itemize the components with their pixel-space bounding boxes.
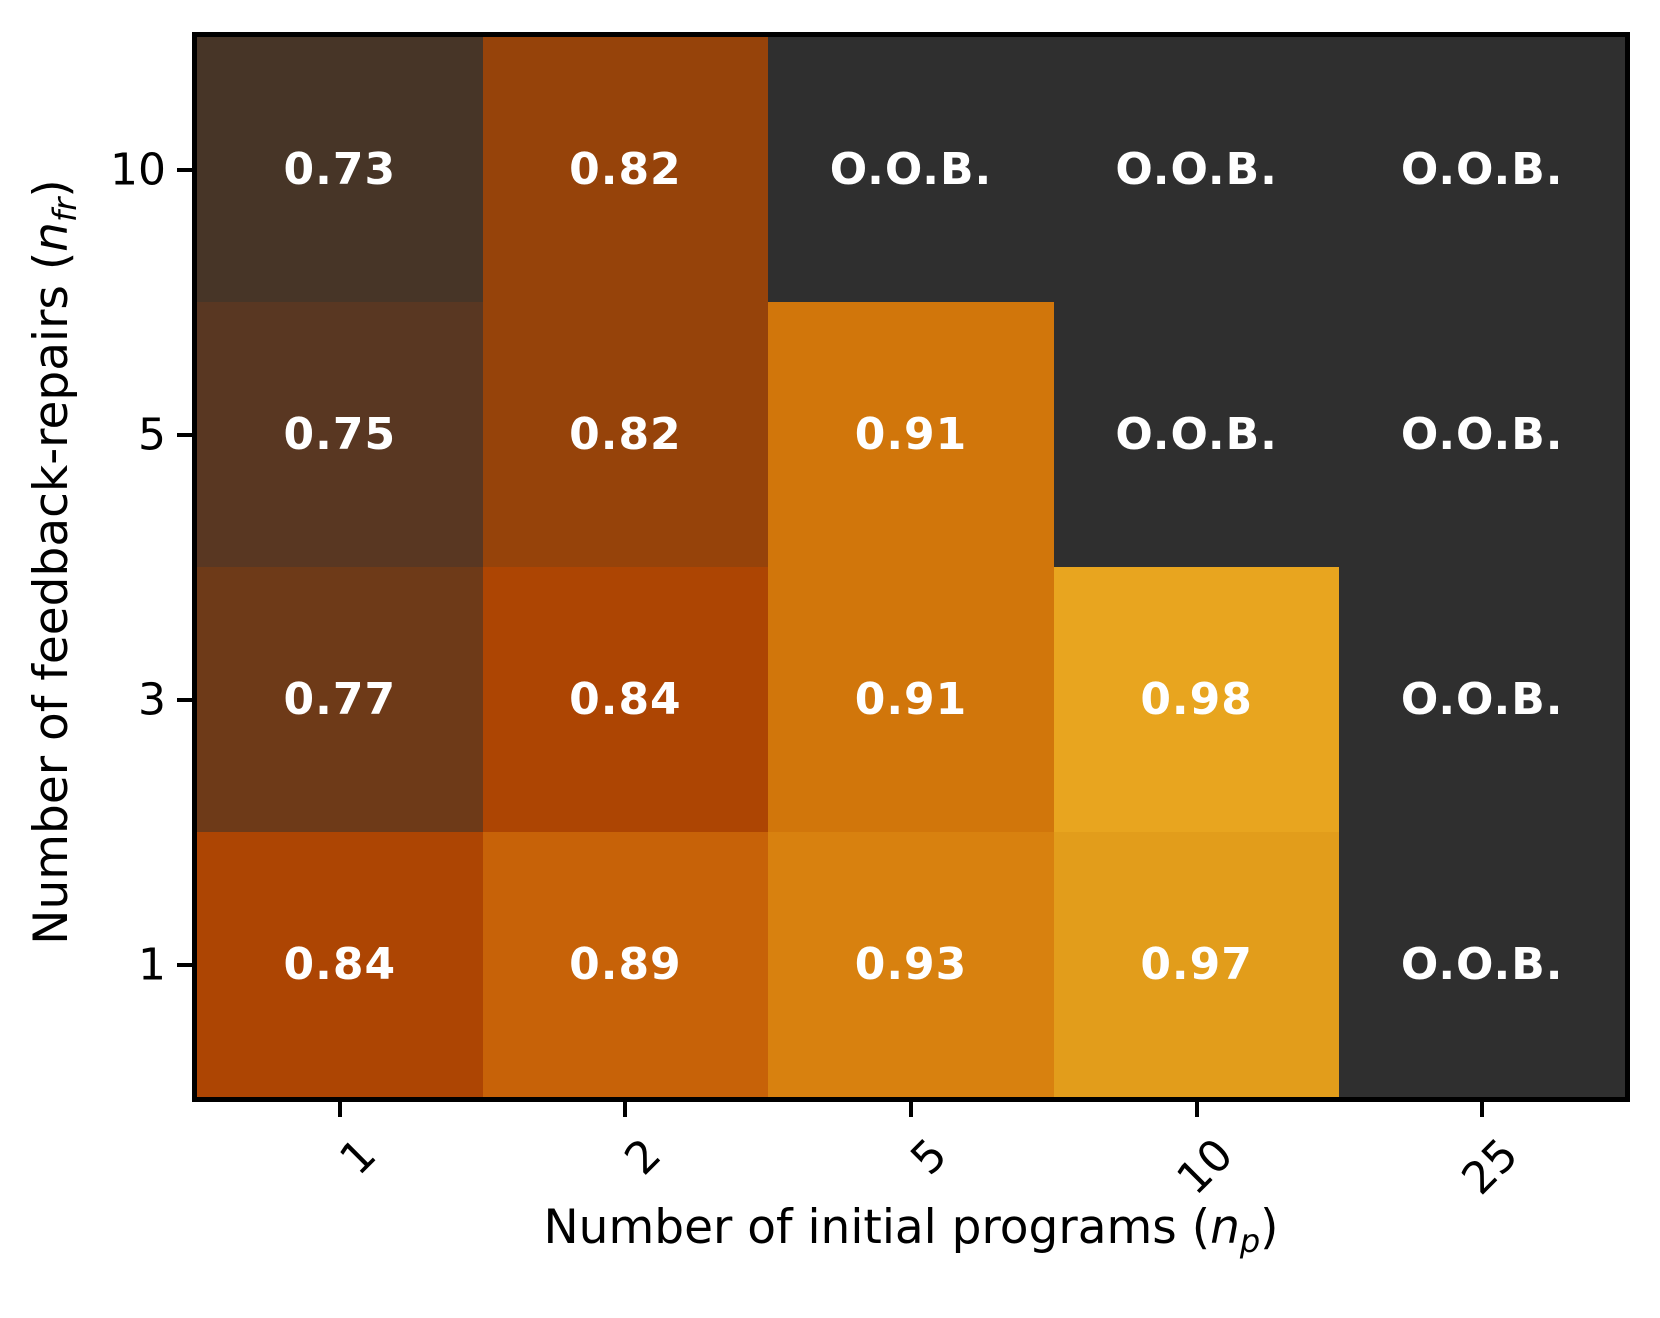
x-axis-title-close: ): [1260, 1200, 1279, 1255]
x-axis-title-text: Number of initial programs (: [543, 1200, 1211, 1255]
y-tick-label: 10: [110, 144, 166, 195]
x-axis: 1 2 5 10 25: [197, 1102, 1625, 1312]
heatmap-cell-value: 0.77: [283, 674, 397, 725]
heatmap-cell: 0.91: [768, 302, 1054, 567]
heatmap-cell-value: O.O.B.: [1400, 144, 1564, 195]
x-tick-label: 1: [329, 1129, 386, 1185]
heatmap-cell-oob: O.O.B.: [1053, 302, 1340, 567]
x-tick-mark: [337, 1102, 342, 1117]
heatmap-cell: 0.97: [1053, 832, 1340, 1097]
heatmap-cell: 0.82: [482, 302, 769, 567]
heatmap-cell-value: O.O.B.: [1115, 144, 1278, 195]
heatmap-cell: 0.91: [768, 567, 1054, 832]
heatmap-cell-value: 0.75: [283, 409, 397, 460]
heatmap-cell-value: 0.89: [569, 939, 682, 990]
y-tick-mark: [177, 697, 192, 702]
heatmap-cell: 0.77: [197, 567, 483, 832]
x-tick-label: 5: [901, 1129, 958, 1185]
heatmap-cell: 0.89: [482, 832, 769, 1097]
x-axis-title: Number of initial programs (np): [197, 1200, 1625, 1260]
heatmap-cell-value: 0.84: [283, 939, 397, 990]
y-axis: 10 5 3 1: [0, 37, 192, 1097]
heatmap-cell-value: 0.97: [1140, 939, 1253, 990]
heatmap-cell-oob: O.O.B.: [768, 37, 1054, 302]
x-tick-label: 10: [1166, 1129, 1243, 1205]
heatmap-cell-value: 0.91: [854, 409, 968, 460]
y-tick-label: 1: [138, 939, 166, 990]
heatmap-cell-oob: O.O.B.: [1053, 37, 1340, 302]
heatmap-cell-value: 0.84: [569, 674, 682, 725]
y-tick-mark: [177, 167, 192, 172]
heatmap-cell-value: 0.82: [569, 144, 682, 195]
x-tick-label: 25: [1452, 1129, 1529, 1205]
heatmap-cell: 0.82: [482, 37, 769, 302]
y-tick-mark: [177, 962, 192, 967]
x-tick-mark: [623, 1102, 628, 1117]
x-tick-mark: [1194, 1102, 1199, 1117]
x-axis-title-variable: n: [1210, 1200, 1240, 1255]
y-tick-label: 3: [138, 674, 166, 725]
x-tick-mark: [1480, 1102, 1485, 1117]
heatmap-cell-oob: O.O.B.: [1339, 37, 1625, 302]
heatmap-plot: 0.73 0.82 O.O.B. O.O.B. O.O.B. 0.75 0.82 0.91 O.…: [192, 32, 1630, 1102]
heatmap-cell-value: 0.98: [1140, 674, 1253, 725]
heatmap-cell-value: O.O.B.: [1400, 939, 1564, 990]
heatmap-cell: 0.75: [197, 302, 483, 567]
heatmap-cell-value: 0.91: [854, 674, 968, 725]
heatmap-cell: 0.93: [768, 832, 1054, 1097]
heatmap-cell-value: O.O.B.: [1400, 674, 1564, 725]
heatmap-cell-oob: O.O.B.: [1339, 302, 1625, 567]
heatmap-cell-value: 0.93: [854, 939, 968, 990]
heatmap-cell-value: 0.82: [569, 409, 682, 460]
heatmap-cell-value: 0.73: [283, 144, 397, 195]
heatmap-cell: 0.84: [482, 567, 769, 832]
heatmap-cell-oob: O.O.B.: [1339, 567, 1625, 832]
heatmap-cell: 0.73: [197, 37, 483, 302]
heatmap-cell-value: O.O.B.: [829, 144, 993, 195]
heatmap-cell-value: O.O.B.: [1400, 409, 1564, 460]
heatmap-cell: 0.98: [1053, 567, 1340, 832]
heatmap-cell-value: O.O.B.: [1115, 409, 1278, 460]
heatmap-grid: 0.73 0.82 O.O.B. O.O.B. O.O.B. 0.75 0.82 0.91 O.…: [197, 37, 1625, 1097]
x-tick-mark: [909, 1102, 913, 1117]
heatmap-cell-oob: O.O.B.: [1339, 832, 1625, 1097]
heatmap-cell: 0.84: [197, 832, 483, 1097]
y-tick-mark: [177, 432, 192, 437]
x-tick-label: 2: [615, 1129, 672, 1185]
y-tick-label: 5: [138, 409, 166, 460]
x-axis-title-subscript: p: [1239, 1221, 1261, 1260]
